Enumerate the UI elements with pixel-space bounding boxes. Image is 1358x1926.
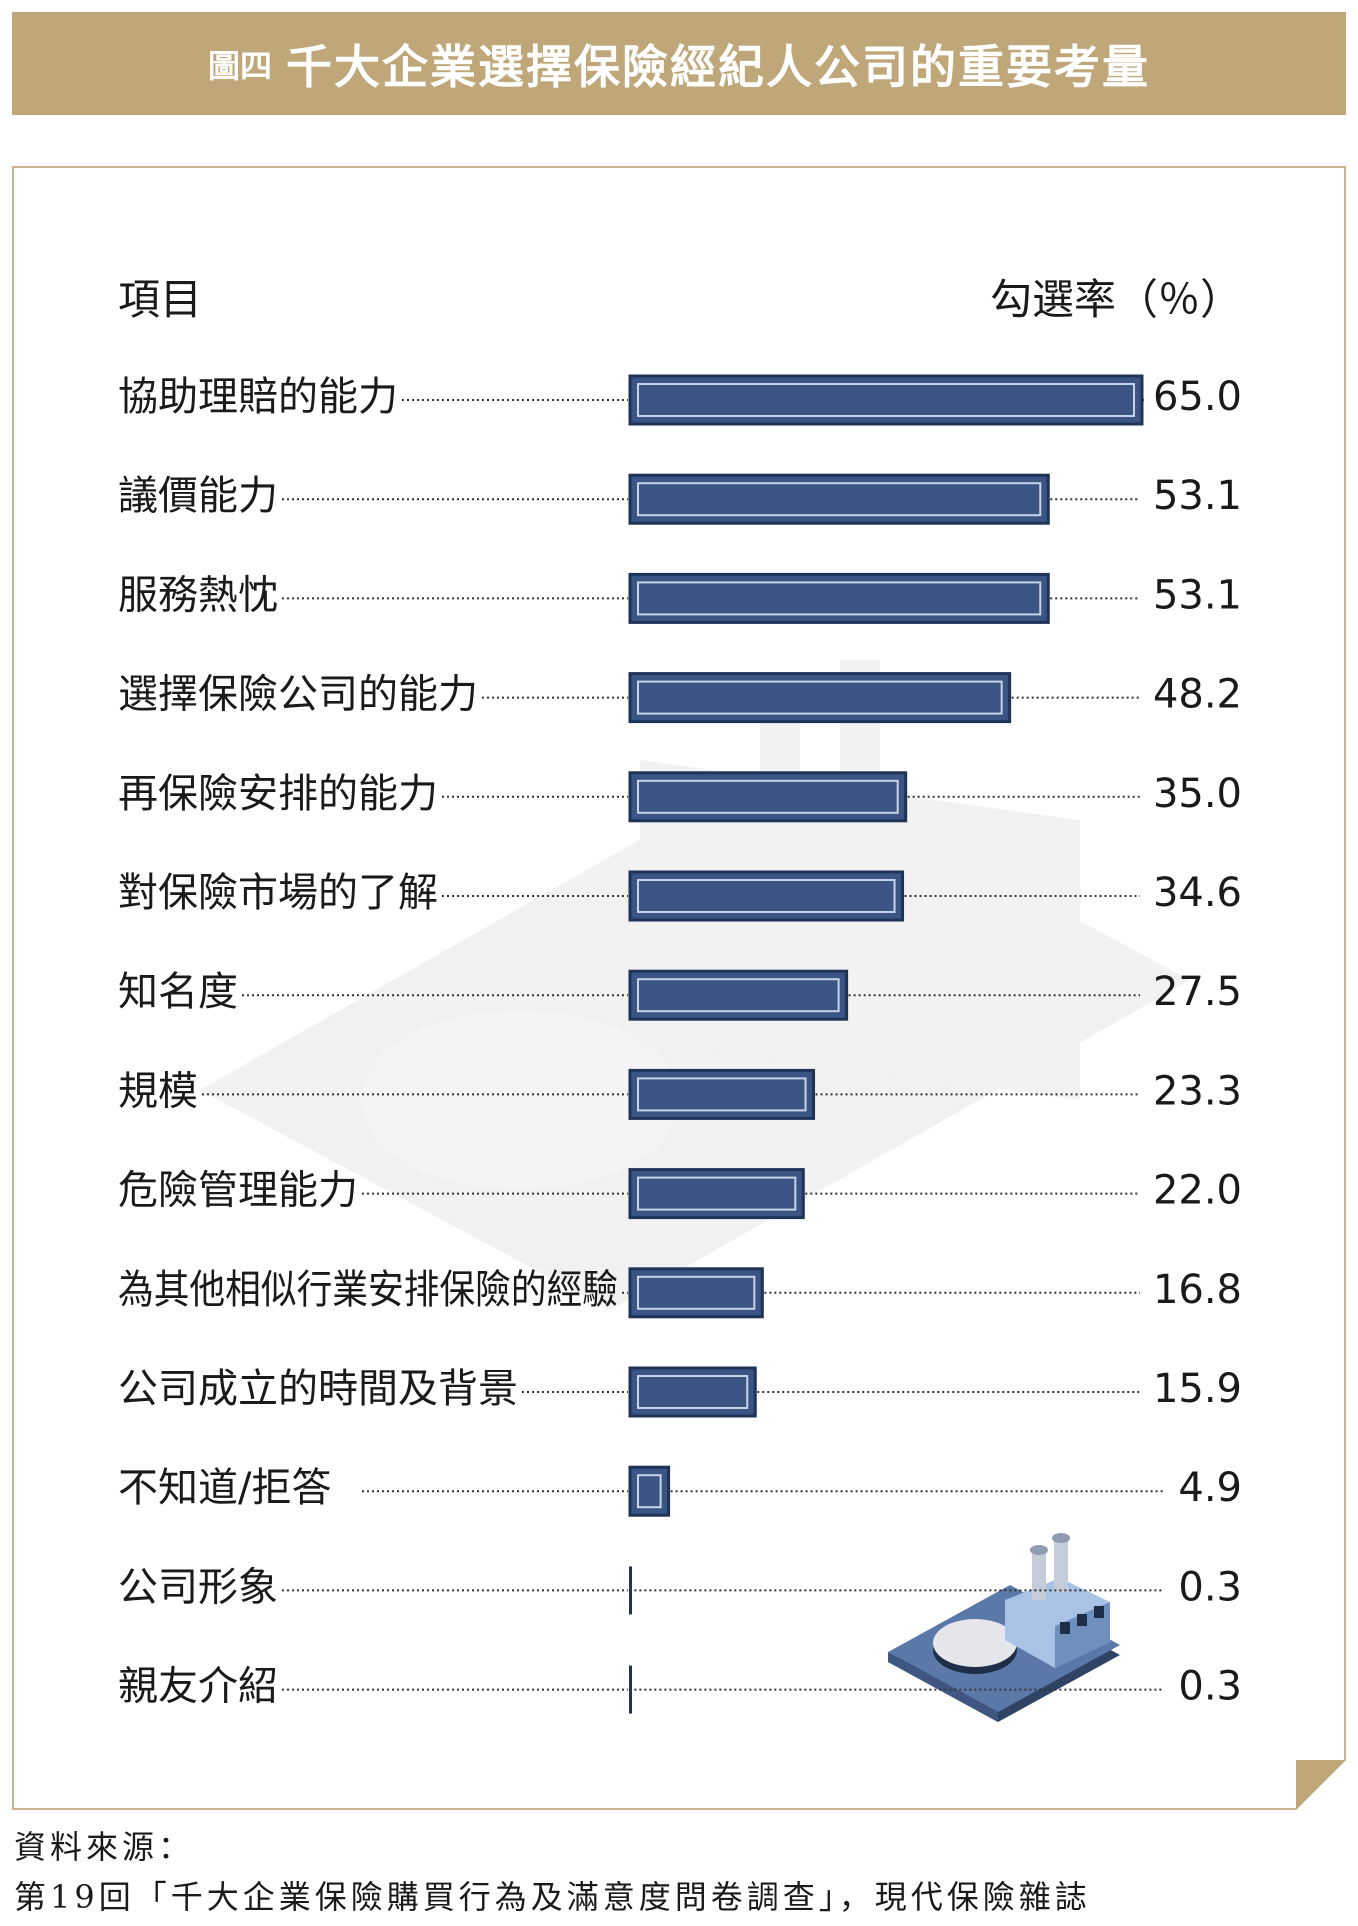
value-label: 4.9 <box>1178 1465 1242 1511</box>
value-label: 34.6 <box>1153 870 1242 916</box>
bar <box>629 1665 632 1714</box>
page-fold-corner <box>1296 1760 1346 1810</box>
category-label: 再保險安排的能力 <box>118 771 438 817</box>
value-label: 0.3 <box>1178 1664 1242 1710</box>
bar-inner-outline <box>637 1375 749 1409</box>
bar-inner-outline <box>637 1474 662 1509</box>
category-label: 公司成立的時間及背景 <box>118 1366 518 1412</box>
category-label: 危險管理能力 <box>118 1168 358 1214</box>
category-label: 服務熱忱 <box>118 572 278 618</box>
category-label: 規模 <box>118 1068 198 1114</box>
bar-inner-outline <box>637 779 899 814</box>
category-label: 公司形象 <box>118 1564 278 1610</box>
category-label: 選擇保險公司的能力 <box>118 672 478 718</box>
bar-inner-outline <box>637 581 1042 616</box>
value-label: 22.0 <box>1153 1168 1242 1214</box>
value-label: 65.0 <box>1153 374 1242 420</box>
factory-icon <box>888 1533 1120 1722</box>
rate-column-header: 勾選率（％） <box>989 275 1242 324</box>
category-label: 為其他相似行業安排保險的經驗 <box>118 1267 618 1313</box>
value-label: 48.2 <box>1153 672 1242 718</box>
title-bar: 圖四 千大企業選擇保險經紀人公司的重要考量 <box>12 12 1346 115</box>
figure-number: 圖四 <box>207 46 272 85</box>
category-label: 協助理賠的能力 <box>118 374 398 420</box>
bar-inner-outline <box>637 978 840 1013</box>
category-label: 不知道/拒答 <box>118 1465 331 1511</box>
value-label: 15.9 <box>1153 1366 1242 1412</box>
category-label: 議價能力 <box>118 473 278 519</box>
value-label: 23.3 <box>1153 1068 1242 1114</box>
value-label: 0.3 <box>1178 1564 1242 1610</box>
value-label: 35.0 <box>1153 771 1242 817</box>
bar-inner-outline <box>637 383 1135 417</box>
value-label: 53.1 <box>1153 473 1242 519</box>
chart-title: 千大企業選擇保險經紀人公司的重要考量 <box>286 39 1150 94</box>
item-column-header: 項目 <box>118 275 203 324</box>
chart-card <box>12 166 1346 1810</box>
value-label: 53.1 <box>1153 572 1242 618</box>
bar-inner-outline <box>637 1275 756 1310</box>
category-label: 對保險市場的了解 <box>118 870 438 916</box>
value-label: 27.5 <box>1153 969 1242 1015</box>
source-label: 資料來源： <box>14 1828 195 1866</box>
value-label: 16.8 <box>1153 1267 1242 1313</box>
bar-inner-outline <box>637 482 1042 517</box>
bar-inner-outline <box>637 680 1003 715</box>
category-label: 親友介紹 <box>118 1664 278 1710</box>
category-label: 知名度 <box>118 969 238 1015</box>
bar-inner-outline <box>637 1176 797 1211</box>
bar <box>629 1566 632 1615</box>
bar-inner-outline <box>637 1077 807 1112</box>
source-text: 第19回「千大企業保險購買行為及滿意度問卷調查」，現代保險雜誌 <box>14 1878 1091 1916</box>
bar-inner-outline <box>637 879 896 913</box>
